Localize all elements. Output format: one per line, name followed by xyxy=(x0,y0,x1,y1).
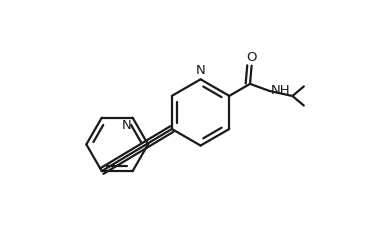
Text: NH: NH xyxy=(270,84,290,97)
Text: N: N xyxy=(196,65,205,77)
Text: O: O xyxy=(246,51,257,64)
Text: N: N xyxy=(122,119,131,132)
